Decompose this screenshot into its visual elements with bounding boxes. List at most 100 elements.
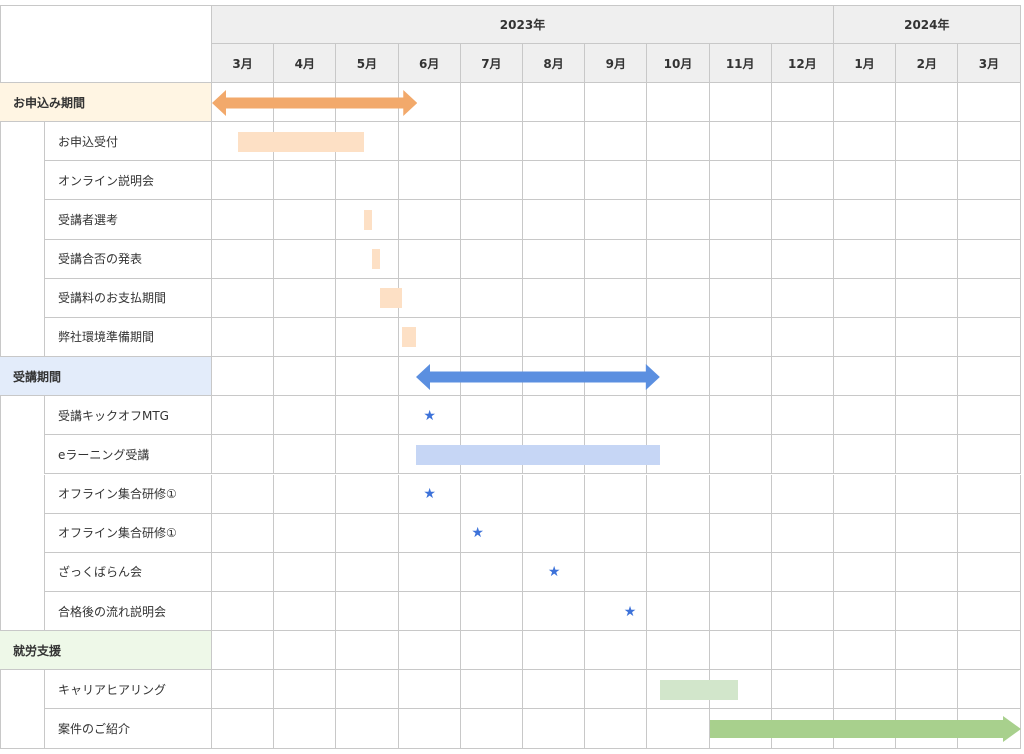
grid-cell bbox=[958, 200, 1021, 240]
row-indent bbox=[0, 709, 45, 749]
grid-cell bbox=[958, 239, 1021, 279]
grid-cell bbox=[460, 396, 523, 436]
section-label: 就労支援 bbox=[0, 631, 212, 671]
grid-cell bbox=[398, 396, 461, 436]
grid-cell bbox=[398, 513, 461, 553]
grid-cell bbox=[896, 670, 959, 710]
grid-cell bbox=[460, 161, 523, 201]
grid-cell bbox=[398, 161, 461, 201]
grid-cell bbox=[834, 317, 897, 358]
grid-cell bbox=[585, 591, 648, 632]
grid-cell bbox=[336, 317, 399, 358]
grid-cell bbox=[523, 161, 586, 201]
grid-cell bbox=[274, 552, 337, 592]
grid-cell bbox=[460, 631, 523, 671]
grid-cell bbox=[834, 552, 897, 592]
grid-cell bbox=[523, 591, 586, 632]
grid-cell bbox=[896, 83, 959, 123]
grid-cell bbox=[834, 513, 897, 553]
grid-cell bbox=[709, 670, 772, 710]
grid-cell bbox=[958, 161, 1021, 201]
grid-cell bbox=[585, 670, 648, 710]
grid-cell bbox=[523, 200, 586, 240]
grid-cell bbox=[212, 631, 275, 671]
row-indent bbox=[0, 239, 45, 279]
grid-cell bbox=[460, 83, 523, 123]
grid-cell bbox=[212, 200, 275, 240]
grid-cell bbox=[398, 83, 461, 123]
month-header: 6月 bbox=[398, 44, 461, 83]
milestone-star-icon: ★ bbox=[547, 564, 561, 581]
row-indent bbox=[0, 161, 45, 201]
timeline-bar bbox=[401, 327, 416, 348]
grid-cell bbox=[958, 122, 1021, 162]
grid-cell bbox=[585, 317, 648, 358]
grid-cell bbox=[336, 435, 399, 475]
grid-cell bbox=[896, 435, 959, 475]
grid-cell bbox=[523, 278, 586, 318]
grid-cell bbox=[709, 591, 772, 632]
grid-cell bbox=[958, 591, 1021, 632]
grid-cell bbox=[771, 357, 834, 397]
grid-cell bbox=[523, 474, 586, 514]
grid-cell bbox=[647, 435, 710, 475]
grid-cell bbox=[709, 83, 772, 123]
grid-cell bbox=[896, 239, 959, 279]
grid-cell bbox=[771, 200, 834, 240]
timeline-bar bbox=[238, 131, 365, 152]
month-header: 12月 bbox=[771, 44, 834, 83]
timeline-bar bbox=[364, 210, 373, 231]
task-label: 受講料のお支払期間 bbox=[45, 278, 212, 318]
row-indent bbox=[0, 435, 45, 475]
grid-cell bbox=[771, 317, 834, 358]
grid-cell bbox=[585, 631, 648, 671]
grid-cell bbox=[771, 435, 834, 475]
grid-cell bbox=[771, 591, 834, 632]
grid-cell bbox=[585, 83, 648, 123]
grid-cell bbox=[212, 435, 275, 475]
grid-cell bbox=[585, 396, 648, 436]
arrow-shape bbox=[416, 363, 660, 390]
grid-cell bbox=[336, 396, 399, 436]
grid-cell bbox=[336, 552, 399, 592]
grid-cell bbox=[834, 591, 897, 632]
grid-cell bbox=[274, 357, 337, 397]
timeline-bar bbox=[379, 288, 402, 309]
grid-cell bbox=[585, 474, 648, 514]
grid-cell bbox=[709, 357, 772, 397]
grid-cell bbox=[896, 591, 959, 632]
grid-cell bbox=[834, 357, 897, 397]
grid-cell bbox=[647, 317, 710, 358]
grid-cell bbox=[460, 513, 523, 553]
grid-cell bbox=[460, 670, 523, 710]
grid-cell bbox=[274, 435, 337, 475]
grid-cell bbox=[274, 239, 337, 279]
grid-cell bbox=[523, 631, 586, 671]
grid-cell bbox=[212, 513, 275, 553]
period-right-arrow bbox=[709, 715, 1021, 742]
header-corner bbox=[0, 5, 212, 83]
grid-cell bbox=[523, 239, 586, 279]
grid-cell bbox=[834, 278, 897, 318]
grid-cell bbox=[834, 474, 897, 514]
grid-cell bbox=[460, 122, 523, 162]
grid-cell bbox=[834, 670, 897, 710]
row-indent bbox=[0, 317, 45, 358]
grid-cell bbox=[523, 122, 586, 162]
grid-cell bbox=[212, 278, 275, 318]
grid-cell bbox=[212, 552, 275, 592]
grid-cell bbox=[896, 161, 959, 201]
grid-cell bbox=[896, 357, 959, 397]
grid-cell bbox=[709, 513, 772, 553]
grid-cell bbox=[771, 670, 834, 710]
grid-cell bbox=[274, 161, 337, 201]
grid-cell bbox=[834, 239, 897, 279]
grid-cell bbox=[771, 474, 834, 514]
grid-cell bbox=[212, 317, 275, 358]
grid-cell bbox=[896, 317, 959, 358]
task-label: オフライン集合研修① bbox=[45, 474, 212, 514]
period-double-arrow bbox=[416, 363, 660, 390]
grid-cell bbox=[460, 552, 523, 592]
grid-cell bbox=[958, 317, 1021, 358]
grid-cell bbox=[274, 631, 337, 671]
